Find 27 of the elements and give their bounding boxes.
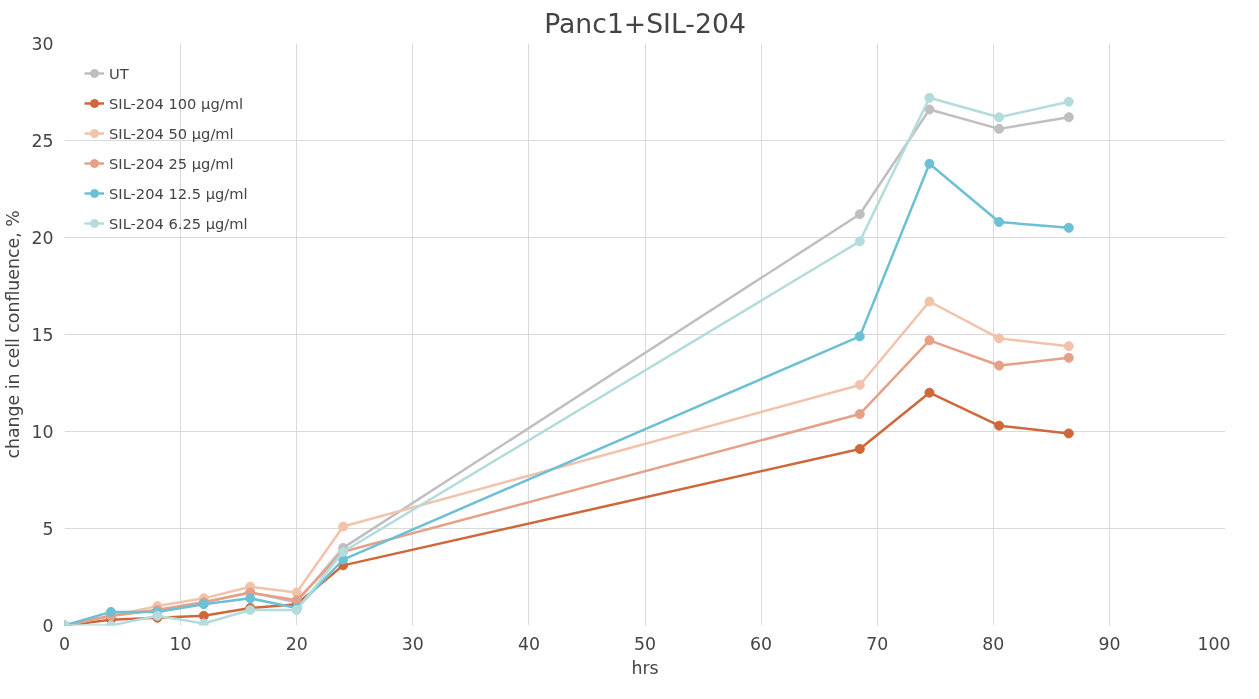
x-tick-label: 40: [517, 633, 540, 654]
y-tick-label: 5: [42, 519, 54, 539]
legend-label: UT: [109, 64, 129, 82]
y-tick-label: 15: [31, 325, 54, 345]
y-tick-label: 10: [31, 422, 54, 442]
x-tick-label: 30: [401, 633, 424, 654]
legend-label: SIL-204 25 µg/ml: [109, 154, 234, 172]
x-tick-label: 90: [1098, 633, 1121, 654]
x-tick-label: 70: [866, 633, 889, 654]
x-tick-label: 100: [1197, 633, 1231, 654]
x-tick-label: 60: [750, 633, 773, 654]
x-axis-title: hrs: [631, 657, 659, 678]
chart-title: Panc1+SIL-204: [544, 7, 746, 39]
x-tick-label: 80: [982, 633, 1005, 654]
y-tick-label: 20: [31, 228, 54, 248]
x-tick-label: 50: [633, 633, 657, 654]
y-tick-label: 0: [42, 616, 54, 636]
y-tick-label: 30: [31, 34, 54, 54]
x-tick-label: 10: [169, 633, 192, 654]
legend-label: SIL-204 6.25 µg/ml: [109, 214, 248, 232]
x-tick-label: 0: [58, 633, 71, 654]
legend-label: SIL-204 100 µg/ml: [109, 94, 244, 112]
legend-label: SIL-204 12.5 µg/ml: [109, 184, 248, 202]
y-tick-label: 25: [31, 131, 54, 151]
x-tick-label: 20: [285, 633, 308, 654]
y-axis-title: change in cell confluence, %: [3, 210, 24, 459]
legend-label: SIL-204 50 µg/ml: [109, 124, 234, 142]
